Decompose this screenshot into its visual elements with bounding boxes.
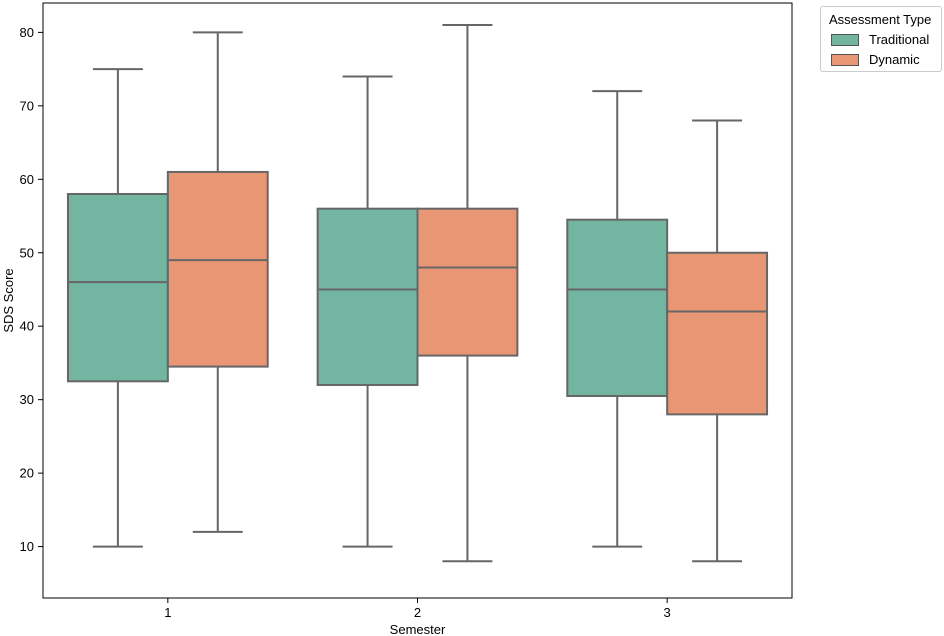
y-tick-label: 80 <box>20 25 34 40</box>
box-dynamic-2 <box>416 24 519 563</box>
y-axis-label: SDS Score <box>1 268 16 332</box>
box-iqr <box>316 207 419 386</box>
legend-label-traditional: Traditional <box>869 32 930 47</box>
y-tick-label: 60 <box>20 172 34 187</box>
box-iqr <box>566 218 669 397</box>
box-traditional-2 <box>316 75 419 548</box>
x-tick-label: 2 <box>414 605 421 620</box>
legend-swatch-dynamic <box>831 54 859 66</box>
y-tick-label: 20 <box>20 466 34 481</box>
box-traditional-1 <box>66 68 169 548</box>
y-axis: 10 20 30 40 50 60 70 80 <box>20 25 43 554</box>
y-tick-label: 50 <box>20 245 34 260</box>
box-iqr <box>666 251 769 416</box>
y-tick-label: 40 <box>20 319 34 334</box>
x-axis: 1 2 3 <box>164 598 671 620</box>
y-tick-label: 70 <box>20 98 34 113</box>
legend-swatch-traditional <box>831 34 859 46</box>
x-tick-label: 3 <box>664 605 671 620</box>
legend-label-dynamic: Dynamic <box>869 52 920 67</box>
x-axis-label: Semester <box>390 622 446 636</box>
legend: Assessment Type Traditional Dynamic <box>820 6 942 72</box>
y-tick-label: 10 <box>20 539 34 554</box>
box-dynamic-1 <box>166 31 269 533</box>
legend-title: Assessment Type <box>829 12 932 27</box>
box-iqr <box>66 192 169 383</box>
box-dynamic-3 <box>666 119 769 563</box>
y-tick-label: 30 <box>20 392 34 407</box>
box-iqr <box>416 207 519 357</box>
x-tick-label: 1 <box>164 605 171 620</box>
box-traditional-3 <box>566 90 669 548</box>
plot-area <box>66 24 769 563</box>
box-iqr <box>166 170 269 368</box>
